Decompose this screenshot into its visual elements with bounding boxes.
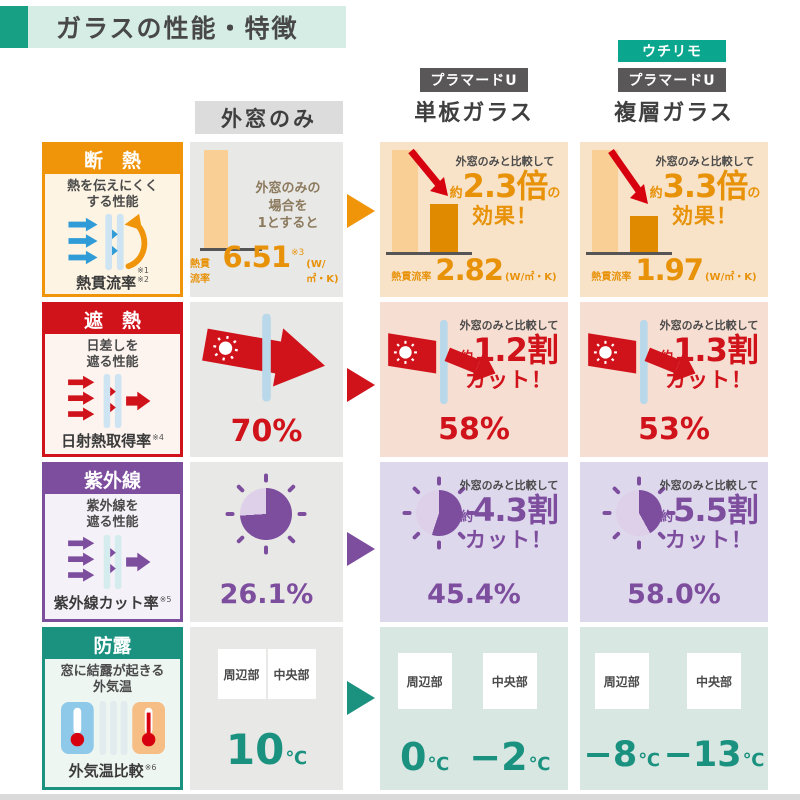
temp-box-center: 中央部: [482, 653, 537, 709]
decline-arrow-icon: [608, 148, 648, 204]
title-accent-block: [0, 6, 28, 48]
sun-pie-icon: [225, 473, 307, 555]
row-card-condensation: 防露 窓に結露が起きる 外気温: [42, 627, 183, 790]
cell-insulation-double: 外窓のみと比較して 約3.3倍の 効果！ 熱貫流率 1.97 (W/㎡・K): [580, 142, 768, 297]
row-header-condensation: 防露: [45, 630, 180, 659]
baseline-note: 外窓のみの 場合を 1とすると: [255, 181, 321, 232]
comparison-note: 外窓のみと比較して 約4.3割 カット！: [459, 479, 559, 553]
uv-value: 26.1%: [219, 579, 314, 610]
temp-box-edge: 周辺部: [217, 649, 266, 699]
cell-condensation-single: 周辺部 0 ℃ 中央部 −2 ℃: [380, 627, 568, 790]
metric-footnotes: ※1 ※2: [137, 265, 149, 284]
bar-axis: [586, 252, 672, 255]
comparison-note: 外窓のみと比較して 約1.2割 カット！: [459, 319, 559, 393]
metric-label: 紫外線カット率 ※5: [53, 594, 172, 612]
sun-pie-icon: [602, 476, 676, 550]
shading-value: 70%: [230, 414, 303, 449]
metric-label: 外気温比較 ※6: [68, 762, 157, 780]
cell-uv-baseline: 26.1%: [190, 462, 343, 622]
bar-improved: [430, 204, 458, 252]
cell-insulation-baseline: 外窓のみの 場合を 1とすると 熱貫流率 6.51 ※3 (W/㎡・K): [190, 142, 343, 297]
temp-box-center: 中央部: [687, 653, 741, 709]
metric-footnotes: ※5: [159, 595, 172, 605]
performance-desc: 窓に結露が起きる 外気温: [60, 664, 165, 696]
title-bar: ガラスの性能・特徴: [28, 6, 346, 48]
column-header-baseline: 外窓のみ: [195, 101, 343, 134]
temp-box-center: 中央部: [267, 649, 316, 699]
comparison-note: 外窓のみと比較して 約2.3倍の 効果！: [449, 155, 561, 229]
cell-condensation-baseline: 周辺部 中央部 10 ℃: [190, 627, 343, 790]
metric-footnotes: ※6: [144, 763, 157, 773]
metric-footnotes: ※4: [152, 432, 164, 442]
temp-box-edge: 周辺部: [594, 653, 649, 709]
flow-arrow-icon: [347, 532, 375, 566]
uv-value: 45.4%: [427, 579, 521, 610]
row-condensation: 防露 窓に結露が起きる 外気温: [0, 627, 800, 790]
bar-baseline: [392, 150, 418, 252]
row-uv: 紫外線 紫外線を 遮る性能: [0, 462, 800, 622]
cell-shading-double: 外窓のみと比較して 約1.3割 カット！ 53%: [580, 302, 768, 457]
sun-arrow-icon: [202, 313, 325, 402]
uv-block-icon: [64, 532, 162, 593]
brand-badge-uchirimo: ウチリモ: [618, 40, 726, 62]
comparison-note: 外窓のみと比較して 約5.5割 カット！: [659, 479, 759, 553]
sun-arrow-icon: [388, 319, 496, 405]
sun-pie-icon: [402, 476, 476, 550]
cell-shading-baseline: 70%: [190, 302, 343, 457]
sun-arrow-icon: [588, 319, 696, 405]
bar-baseline: [592, 150, 618, 252]
row-shading: 遮 熱 日差しを 遮る性能: [0, 302, 800, 457]
u-value: 熱貫流率 1.97 (W/㎡・K): [591, 253, 757, 287]
flow-arrow-icon: [347, 194, 375, 228]
temperature-value: 10 ℃: [225, 725, 308, 774]
performance-desc: 熱を伝えにくく する性能: [67, 179, 158, 211]
performance-desc: 紫外線を 遮る性能: [86, 499, 139, 531]
metric-label: 日射熱取得率 ※4: [61, 431, 164, 450]
row-card-insulation: 断 熱 熱を伝えにくく する性能: [42, 142, 183, 297]
cell-insulation-single: 外窓のみと比較して 約2.3倍の 効果！ 熱貫流率 2.82 (W/㎡・K): [380, 142, 568, 297]
shading-value: 58%: [438, 412, 510, 447]
row-card-uv: 紫外線 紫外線を 遮る性能: [42, 462, 183, 622]
thermometer-icon: [60, 697, 165, 761]
shading-value: 53%: [638, 412, 710, 447]
comparison-note: 外窓のみと比較して 約1.3割 カット！: [659, 319, 759, 393]
insulation-icon: [64, 212, 162, 272]
temperature-value: −8 ℃: [583, 735, 661, 775]
product-badge-single: プラマードU: [420, 68, 528, 92]
cell-shading-single: 外窓のみと比較して 約1.2割 カット！ 58%: [380, 302, 568, 457]
bar-axis: [200, 248, 262, 251]
row-header-uv: 紫外線: [45, 465, 180, 494]
column-header-single: 単板ガラス: [414, 101, 534, 126]
comparison-note: 外窓のみと比較して 約3.3倍の 効果！: [649, 155, 761, 229]
heat-block-icon: [64, 372, 162, 430]
row-header-insulation: 断 熱: [45, 145, 180, 174]
bar-improved: [630, 216, 658, 252]
product-badge-double: プラマードU: [618, 68, 726, 92]
decline-arrow-icon: [408, 148, 448, 196]
uv-value: 58.0%: [627, 579, 721, 610]
temp-box-edge: 周辺部: [397, 653, 452, 709]
cell-condensation-double: 周辺部 −8 ℃ 中央部 −13 ℃: [580, 627, 768, 790]
cell-uv-double: 外窓のみと比較して 約5.5割 カット！ 58.0%: [580, 462, 768, 622]
u-value: 熱貫流率 2.82 (W/㎡・K): [391, 253, 557, 287]
u-value: 熱貫流率 6.51 ※3 (W/㎡・K): [190, 240, 339, 285]
cell-uv-single: 外窓のみと比較して 約4.3割 カット！ 45.4%: [380, 462, 568, 622]
flow-arrow-icon: [347, 681, 375, 715]
bottom-divider: [0, 794, 800, 800]
column-header-double: 複層ガラス: [614, 101, 734, 126]
metric-label: 熱貫流率 ※1 ※2: [76, 265, 149, 292]
performance-desc: 日差しを 遮る性能: [86, 339, 139, 371]
row-insulation: 断 熱 熱を伝えにくく する性能: [0, 142, 800, 297]
bar-axis: [386, 252, 472, 255]
temperature-value: −13 ℃: [663, 735, 765, 775]
page-title: ガラスの性能・特徴: [56, 14, 299, 43]
bar-baseline: [204, 150, 228, 248]
row-header-shading: 遮 熱: [45, 305, 180, 334]
flow-arrow-icon: [347, 368, 375, 402]
temperature-value: 0 ℃: [400, 735, 450, 779]
temperature-value: −2 ℃: [469, 735, 551, 779]
row-card-shading: 遮 熱 日差しを 遮る性能: [42, 302, 183, 457]
temp-boxes: 周辺部 中央部: [217, 649, 316, 699]
